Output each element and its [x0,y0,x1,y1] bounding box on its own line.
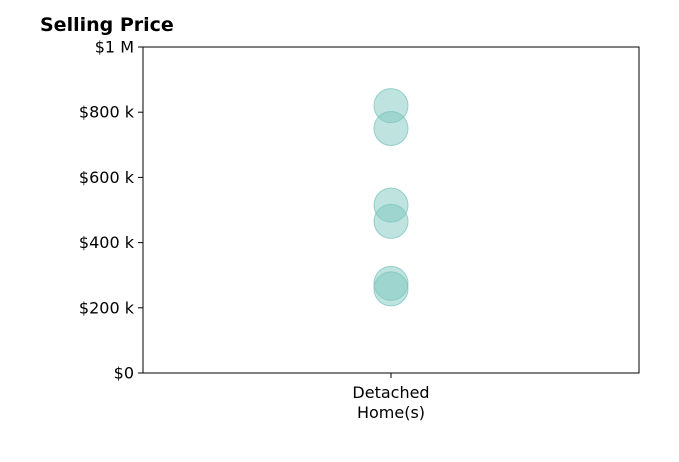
plot-frame [142,46,640,374]
data-point [373,271,409,307]
y-tick-label: $400 k [79,233,135,252]
y-tick-label: $800 k [79,103,135,122]
chart-title: Selling Price [40,14,174,36]
y-tick-label: $600 k [79,168,135,187]
y-tick-label: $0 [114,364,134,383]
y-tick-label: $1 M [95,38,134,57]
x-axis: Detached Home(s) [352,373,430,422]
y-axis: $0 $200 k $400 k $600 k $800 k $1 M [79,38,143,383]
x-tick-label: Detached Home(s) [352,383,429,422]
data-points [373,88,409,307]
y-tick-label: $200 k [79,298,135,317]
data-point [373,111,409,146]
data-point [373,203,409,239]
